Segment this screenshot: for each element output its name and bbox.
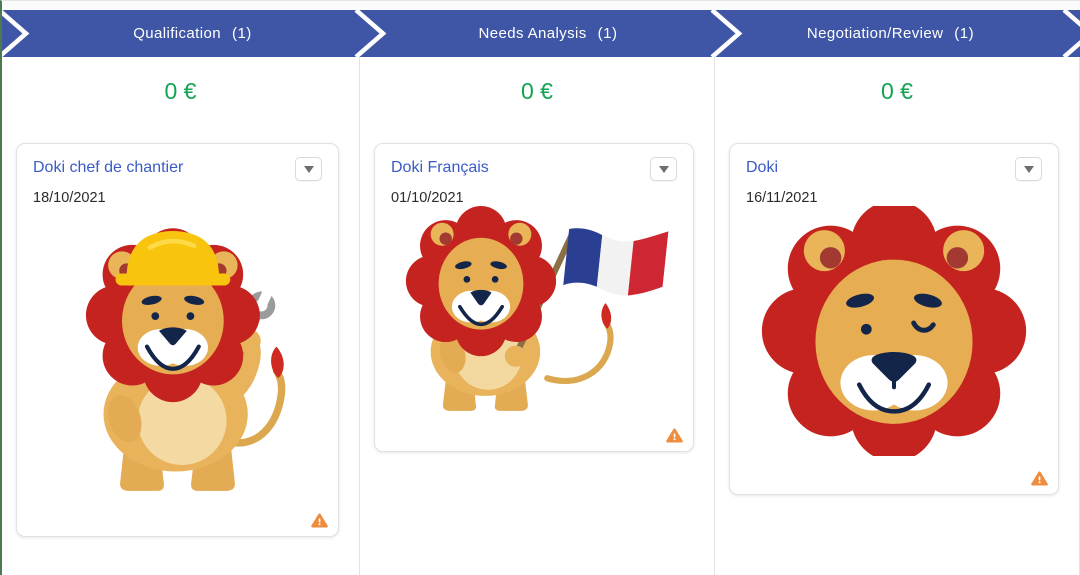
stage-header-qualification[interactable]: Qualification (1) [2,10,383,57]
opportunity-card[interactable]: Doki 16/11/2021 [729,143,1059,495]
card-title-link[interactable]: Doki [746,159,779,176]
caret-down-icon [303,165,314,173]
top-strip [2,1,1080,10]
opportunity-card[interactable]: Doki Français 01/10/2021 [374,143,694,452]
card-header: Doki [746,157,1042,181]
card-header: Doki Français [391,157,677,181]
stage-header-negotiation-review[interactable]: Negotiation/Review (1) [739,10,1080,57]
warning-triangle-icon[interactable] [311,513,328,528]
chevron-separator-icon [354,10,387,57]
card-date: 16/11/2021 [746,190,818,206]
stage-name: Negotiation/Review [806,25,944,42]
column-total-amount: 0 € [521,77,553,104]
caret-down-icon [658,165,669,173]
stage-count: (1) [954,25,975,42]
kanban-column-qualification: 0 € Doki chef de chantier 18/10/2021 [2,57,360,575]
caret-down-icon [1023,165,1034,173]
stage-count: (1) [597,25,618,42]
lion-french-flag-illustration [391,206,677,418]
stage-count: (1) [231,25,252,42]
chevron-separator-icon [1062,10,1080,57]
card-date: 18/10/2021 [33,190,106,206]
card-date: 01/10/2021 [391,190,464,206]
card-header: Doki chef de chantier [33,157,322,181]
card-dropdown-button[interactable] [650,157,677,181]
kanban-column-negotiation-review: 0 € Doki 16/11/2021 [715,57,1080,575]
card-dropdown-button[interactable] [295,157,322,181]
chevron-separator-icon [2,10,30,57]
lion-wink-face-illustration [746,206,1042,456]
warning-triangle-icon[interactable] [1031,471,1048,486]
pipeline-stage-bar: Qualification (1) Needs Analysis (1) Neg… [2,10,1080,57]
kanban-columns: 0 € Doki chef de chantier 18/10/2021 [2,57,1080,575]
stage-name: Qualification [133,25,221,42]
opportunity-card[interactable]: Doki chef de chantier 18/10/2021 [16,143,339,537]
card-title-link[interactable]: Doki chef de chantier [33,159,184,176]
column-total-amount: 0 € [881,77,913,104]
stage-arrow-banner-graphic [2,10,1080,57]
card-title-link[interactable]: Doki Français [391,159,489,176]
stage-name: Needs Analysis [478,25,587,42]
kanban-column-needs-analysis: 0 € Doki Français 01/10/2021 [360,57,715,575]
stage-header-needs-analysis[interactable]: Needs Analysis (1) [383,10,739,57]
card-dropdown-button[interactable] [1015,157,1042,181]
stage-labels: Qualification (1) Needs Analysis (1) Neg… [2,10,1080,57]
lion-builder-illustration [33,206,322,502]
chevron-separator-icon [710,10,743,57]
column-total-amount: 0 € [164,77,197,104]
warning-triangle-icon[interactable] [666,428,683,443]
